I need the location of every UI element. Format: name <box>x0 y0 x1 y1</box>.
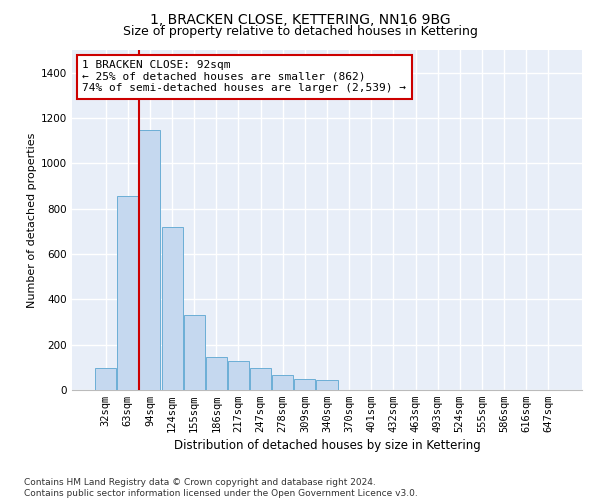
Bar <box>161 227 182 390</box>
Text: 1, BRACKEN CLOSE, KETTERING, NN16 9BG: 1, BRACKEN CLOSE, KETTERING, NN16 9BG <box>149 12 451 26</box>
Bar <box>272 376 293 390</box>
Bar <box>228 360 249 390</box>
Y-axis label: Number of detached properties: Number of detached properties <box>27 132 37 308</box>
Text: Contains HM Land Registry data © Crown copyright and database right 2024.
Contai: Contains HM Land Registry data © Crown c… <box>24 478 418 498</box>
Bar <box>295 378 316 390</box>
Bar <box>250 368 271 390</box>
Bar <box>95 368 116 390</box>
Bar <box>206 357 227 390</box>
Text: Size of property relative to detached houses in Kettering: Size of property relative to detached ho… <box>122 25 478 38</box>
X-axis label: Distribution of detached houses by size in Kettering: Distribution of detached houses by size … <box>173 440 481 452</box>
Text: 1 BRACKEN CLOSE: 92sqm
← 25% of detached houses are smaller (862)
74% of semi-de: 1 BRACKEN CLOSE: 92sqm ← 25% of detached… <box>82 60 406 94</box>
Bar <box>118 196 139 390</box>
Bar <box>316 380 338 390</box>
Bar <box>184 315 205 390</box>
Bar <box>139 130 160 390</box>
